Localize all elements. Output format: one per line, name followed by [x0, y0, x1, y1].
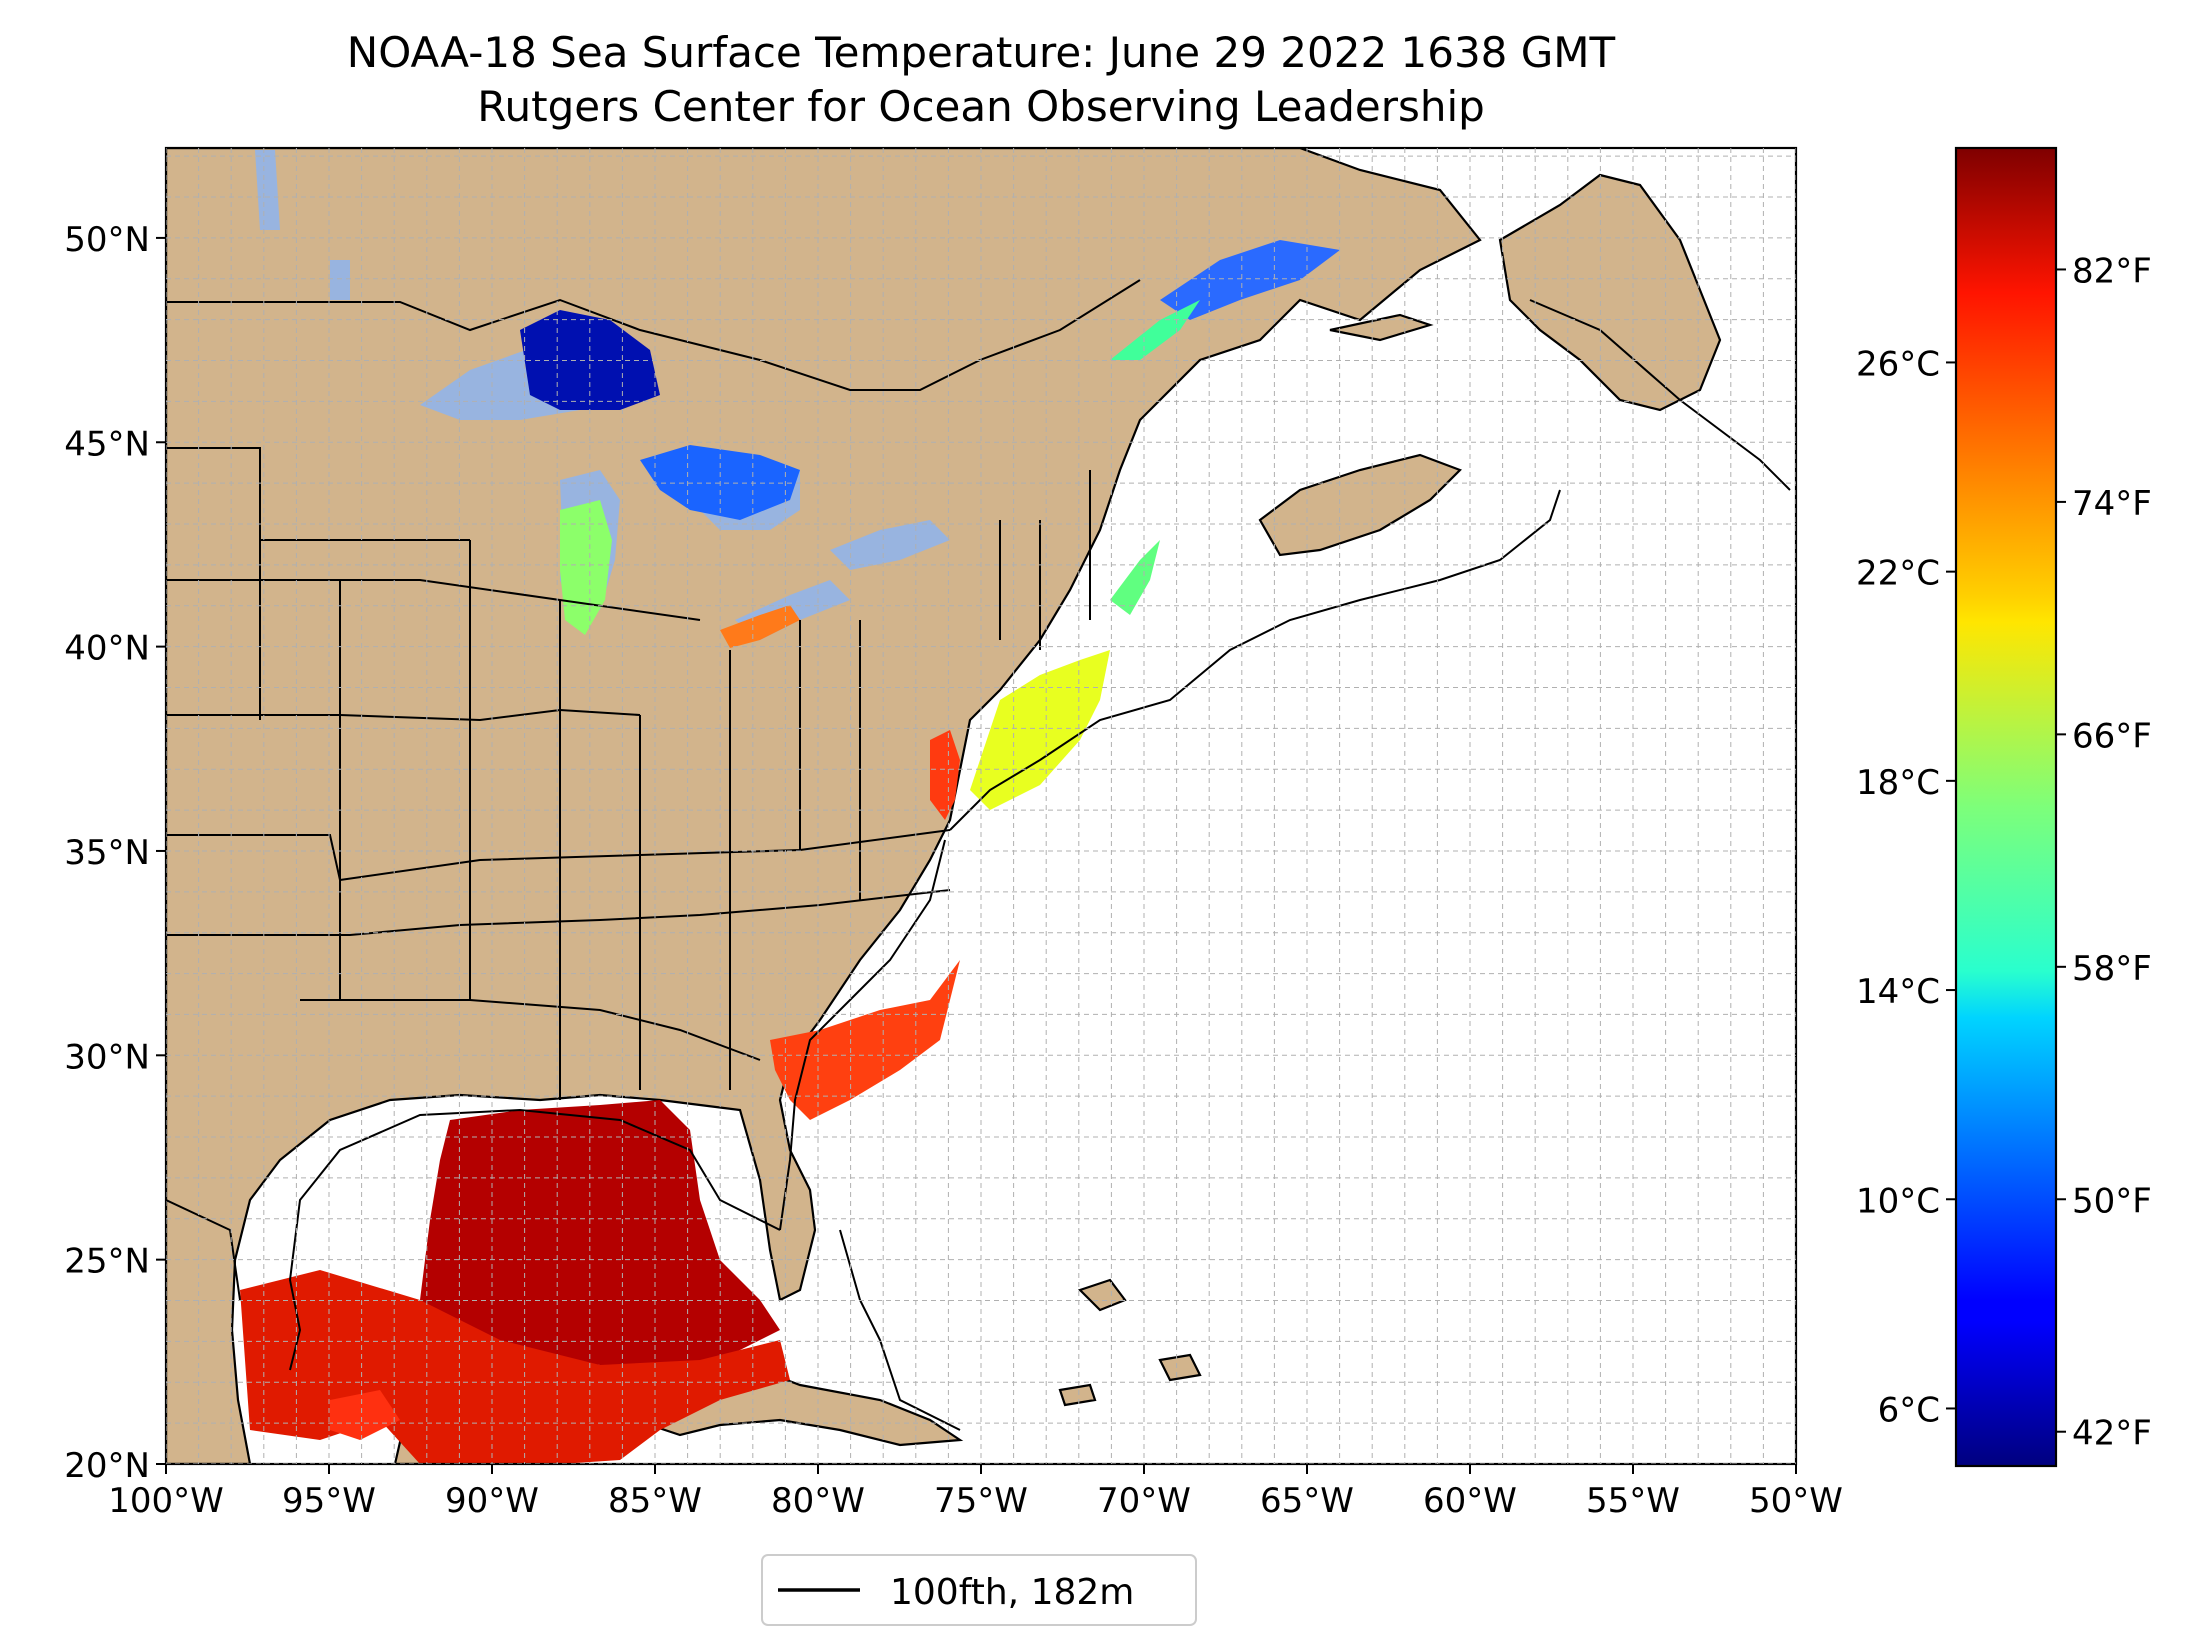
celsius-tick-label: 22°C — [1856, 554, 1940, 594]
gulf-of-maine-sst — [1110, 540, 1160, 615]
chesapeake-sst — [930, 730, 960, 820]
legend: 100fth, 182m — [761, 1554, 1197, 1626]
lon-tick-label: 95°W — [282, 1481, 376, 1521]
celsius-tick-label: 26°C — [1856, 344, 1940, 384]
st-lawrence-estuary-sst — [1110, 300, 1200, 360]
fahrenheit-tick-label: 66°F — [2072, 716, 2152, 756]
lon-tick-label: 50°W — [1749, 1481, 1843, 1521]
lat-tick-label: 50°N — [64, 220, 150, 260]
lon-tick-label: 55°W — [1586, 1481, 1680, 1521]
fahrenheit-tick-label: 82°F — [2072, 251, 2152, 291]
lon-tick-label: 85°W — [608, 1481, 702, 1521]
fahrenheit-tick-label: 58°F — [2072, 949, 2152, 989]
isobath-100fth — [288, 299, 1791, 1431]
nova-scotia-land — [1258, 453, 1462, 557]
state-borders — [166, 279, 1141, 1301]
gulf-of-mexico-sst-dark — [420, 1100, 780, 1370]
lat-tick-label: 20°N — [64, 1446, 150, 1486]
celsius-tick-label: 18°C — [1856, 763, 1940, 803]
bay-of-campeche-sst — [330, 1390, 400, 1440]
colorbar-frame — [1954, 146, 2058, 1468]
celsius-tick-label: 14°C — [1856, 972, 1940, 1012]
lon-tick-label: 90°W — [445, 1481, 539, 1521]
map-panel — [166, 148, 1796, 1464]
colorbar: 6°C 10°C 14°C 18°C 22°C 26°C 42°F 50°F 58°F 66°F 7… — [1856, 146, 2152, 1468]
graticule — [166, 148, 1796, 1464]
colorbar-ticks: 6°C 10°C 14°C 18°C 22°C 26°C 42°F 50°F 58°F 66°F 7… — [1856, 251, 2152, 1453]
lon-tick-label: 100°W — [108, 1481, 224, 1521]
colorbar-gradient — [1956, 148, 2056, 1466]
lat-tick-label: 35°N — [64, 833, 150, 873]
lat-tick-label: 30°N — [64, 1037, 150, 1077]
fahrenheit-tick-label: 50°F — [2072, 1181, 2152, 1221]
lake-erie-sst — [720, 605, 800, 648]
fahrenheit-tick-label: 42°F — [2072, 1414, 2152, 1454]
lat-tick-label: 45°N — [64, 424, 150, 464]
lat-tick-label: 40°N — [64, 629, 150, 669]
bahamas-land — [1058, 1278, 1202, 1407]
celsius-tick-label: 6°C — [1878, 1390, 1940, 1430]
legend-label: 100fth, 182m — [890, 1572, 1134, 1613]
newfoundland-land — [1498, 173, 1722, 412]
lon-tick-label: 75°W — [934, 1481, 1028, 1521]
celsius-tick-label: 10°C — [1856, 1181, 1940, 1221]
legend-box — [761, 1554, 1197, 1626]
mid-atlantic-bight-sst — [970, 650, 1110, 810]
map-subtitle: Rutgers Center for Ocean Observing Leade… — [477, 82, 1485, 131]
lon-tick-label: 60°W — [1423, 1481, 1517, 1521]
gulf-st-lawrence-sst — [1160, 240, 1340, 320]
map-title: NOAA-18 Sea Surface Temperature: June 29… — [346, 28, 1616, 77]
lon-tick-label: 65°W — [1260, 1481, 1354, 1521]
fahrenheit-tick-label: 74°F — [2072, 484, 2152, 524]
lon-tick-label: 70°W — [1097, 1481, 1191, 1521]
lon-tick-label: 80°W — [771, 1481, 865, 1521]
lat-tick-label: 25°N — [64, 1242, 150, 1282]
